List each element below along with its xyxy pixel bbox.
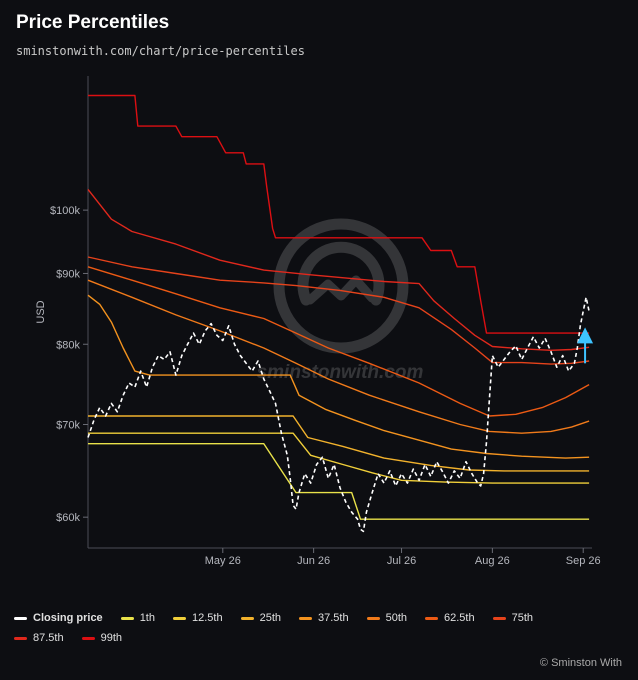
legend-swatch xyxy=(366,616,380,620)
legend-label: 1th xyxy=(139,612,155,624)
legend-swatch xyxy=(172,616,186,620)
legend-item-p99[interactable]: 99th xyxy=(81,631,123,645)
legend-label: 12.5th xyxy=(191,612,223,624)
series-line-p1 xyxy=(88,443,590,520)
series-line-closing-price xyxy=(87,296,590,533)
credit: © Sminston With xyxy=(539,657,622,669)
legend-label: 25th xyxy=(259,612,281,624)
legend-swatch xyxy=(492,616,506,620)
legend-label: 87.5th xyxy=(33,632,64,644)
series-line-p99 xyxy=(88,94,590,334)
series-line-p62-5 xyxy=(87,266,590,417)
y-axis-label: USD xyxy=(35,300,47,323)
legend-item-p87-5[interactable]: 87.5th xyxy=(14,631,64,645)
legend-swatch xyxy=(425,616,439,620)
series-line-p50 xyxy=(87,279,590,434)
legend-swatch xyxy=(240,616,254,620)
y-tick-label: $90k xyxy=(56,268,80,280)
legend-swatch xyxy=(120,616,134,620)
legend-label: 75th xyxy=(511,612,534,624)
series-line-p37-5 xyxy=(87,294,590,459)
x-tick-label: Aug 26 xyxy=(475,555,510,567)
legend-item-p50[interactable]: 50th xyxy=(366,611,408,625)
legend-swatch xyxy=(299,616,312,620)
legend-label: 62.5th xyxy=(444,612,475,624)
y-tick-label: $70k xyxy=(56,420,80,432)
legend-swatch xyxy=(14,616,27,620)
chart-subtitle[interactable]: sminstonwith.com/chart/price-percentiles xyxy=(16,44,305,58)
chart-title: Price Percentiles xyxy=(16,12,170,33)
legend-item-p75[interactable]: 75th xyxy=(492,611,534,625)
legend-swatch xyxy=(14,636,27,640)
legend-item-p25[interactable]: 25th xyxy=(240,611,281,625)
series-line-p75 xyxy=(87,256,590,365)
legend-item-p62-5[interactable]: 62.5th xyxy=(425,611,475,625)
legend-item-closing-price[interactable]: Closing price xyxy=(14,611,103,625)
y-tick-label: $60k xyxy=(56,512,80,524)
legend-item-p37-5[interactable]: 37.5th xyxy=(299,611,349,625)
legend-label: 50th xyxy=(385,612,408,624)
legend-item-p1[interactable]: 1th xyxy=(120,611,155,625)
legend-label: Closing price xyxy=(33,612,103,624)
legend-item-p12-5[interactable]: 12.5th xyxy=(172,611,223,625)
legend-label: 37.5th xyxy=(318,612,349,624)
x-tick-label: May 26 xyxy=(205,555,241,567)
y-tick-label: $80k xyxy=(56,339,80,351)
x-tick-label: Sep 26 xyxy=(566,555,601,567)
axes: $60k $70k $80k $90k $100k May 26 Jun 26 Jul 26 A… xyxy=(35,76,601,567)
series-line-p25 xyxy=(88,415,590,472)
legend-label: 99th xyxy=(100,632,123,644)
watermark: sminstonwith.com xyxy=(257,218,424,383)
series-line-p12-5 xyxy=(88,432,590,484)
legend: Closing price 1th 12.5th 25th 37.5th 50th 62.5… xyxy=(14,611,614,645)
series-line-p87-5 xyxy=(87,188,590,351)
y-tick-label: $100k xyxy=(50,205,80,217)
watermark-text: sminstonwith.com xyxy=(257,362,424,383)
legend-swatch xyxy=(81,636,95,640)
x-tick-label: Jul 26 xyxy=(387,555,416,567)
x-tick-label: Jun 26 xyxy=(297,555,330,567)
series-layer xyxy=(87,94,590,533)
